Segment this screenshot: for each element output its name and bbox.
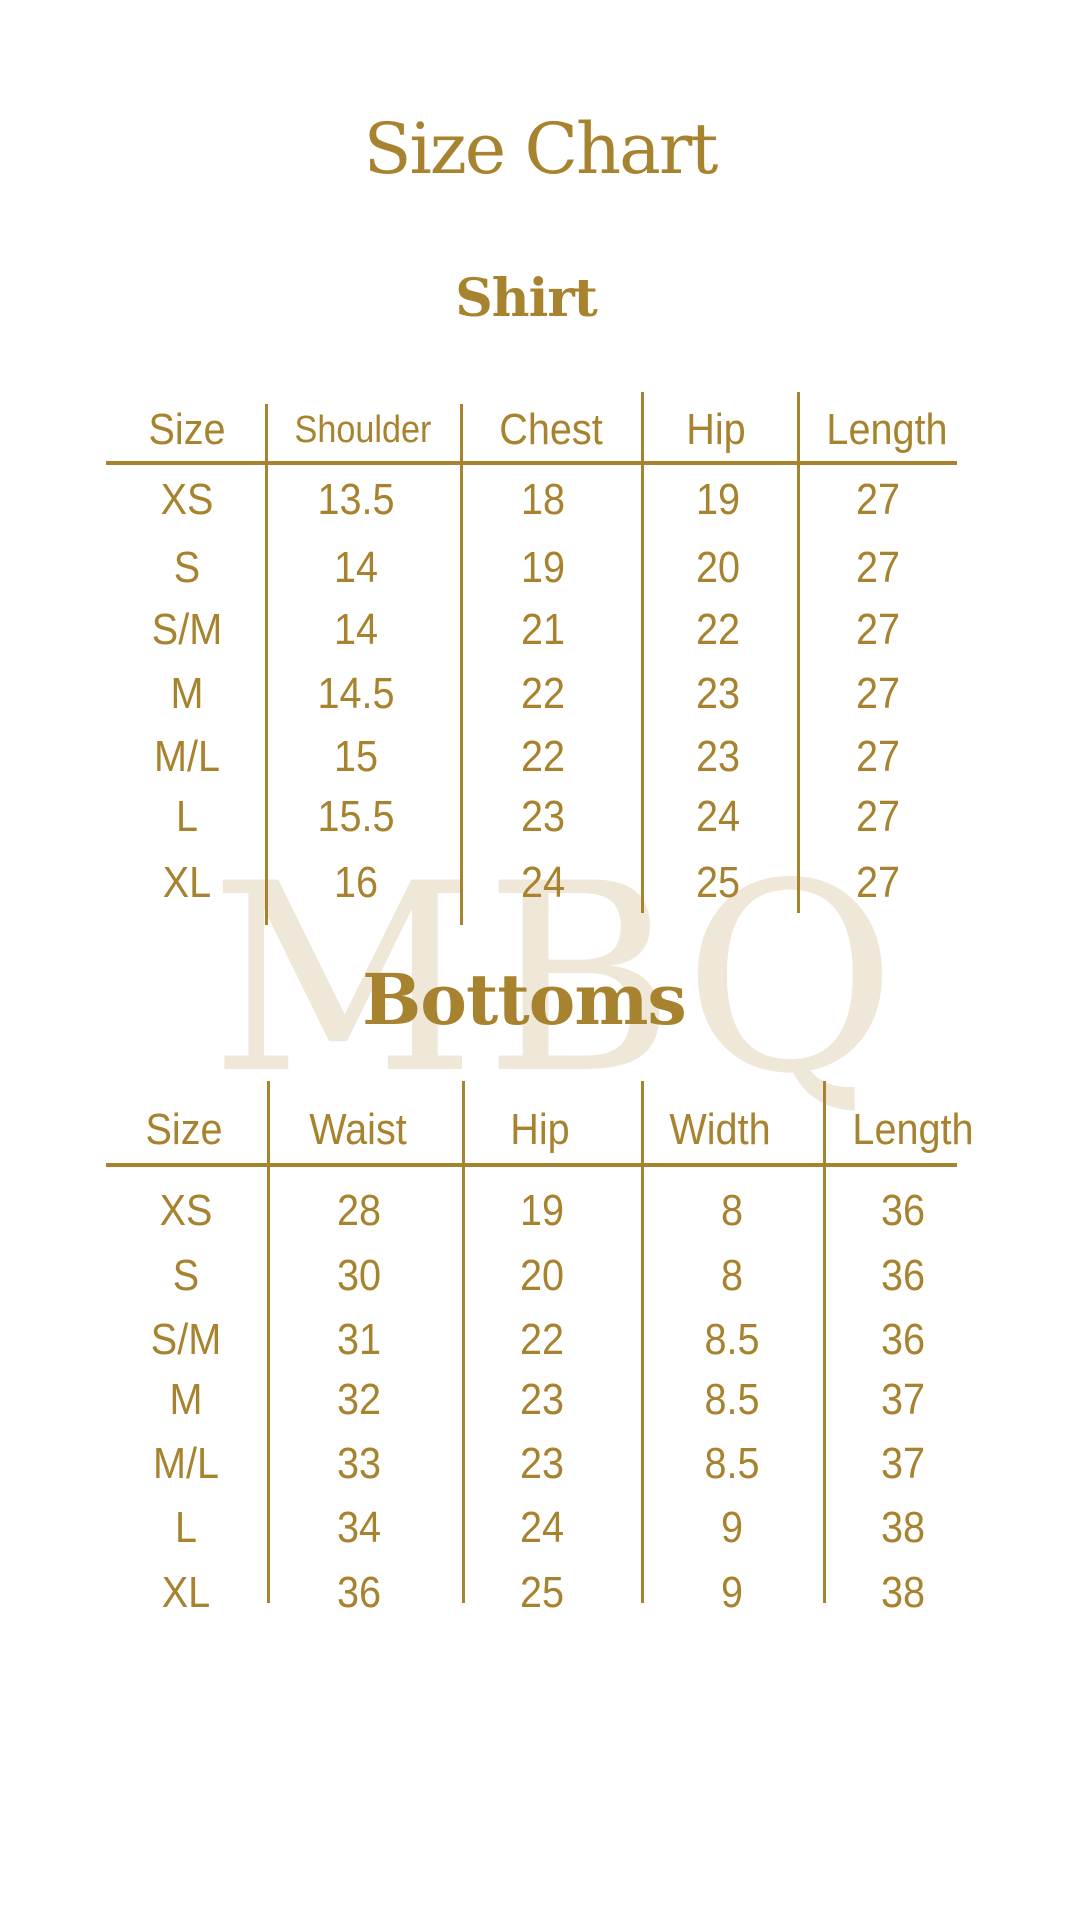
shirt-measurement-cell: 14 (333, 543, 379, 592)
shirt-column-divider (265, 404, 268, 925)
bottoms-column-divider (462, 1081, 465, 1603)
shirt-measurement-cell: 14.5 (317, 669, 395, 718)
bottoms-size-label: S/M (150, 1315, 222, 1364)
shirt-column-header: Shoulder (294, 409, 432, 451)
bottoms-measurement-cell: 36 (336, 1568, 382, 1617)
shirt-measurement-cell: 23 (520, 792, 566, 841)
bottoms-measurement-cell: 28 (336, 1186, 382, 1235)
bottoms-section-title: Bottoms (362, 958, 687, 1041)
bottoms-size-label: XL (161, 1568, 211, 1617)
shirt-column-header: Size (148, 405, 226, 454)
shirt-size-label: S/M (151, 605, 223, 654)
shirt-measurement-cell: 14 (333, 605, 379, 654)
bottoms-measurement-cell: 9 (720, 1503, 744, 1552)
watermark-logo: MBQ (210, 829, 905, 1131)
shirt-size-label: M/L (153, 732, 221, 781)
bottoms-column-divider (823, 1081, 826, 1603)
shirt-measurement-cell: 27 (855, 792, 901, 841)
shirt-section-title: Shirt (455, 268, 598, 329)
shirt-size-label: M (170, 669, 204, 718)
shirt-measurement-cell: 27 (855, 669, 901, 718)
bottoms-measurement-cell: 36 (880, 1315, 926, 1364)
bottoms-measurement-cell: 8 (720, 1251, 744, 1300)
bottoms-measurement-cell: 37 (880, 1439, 926, 1488)
shirt-measurement-cell: 25 (695, 858, 741, 907)
bottoms-size-label: S (172, 1251, 200, 1300)
bottoms-measurement-cell: 23 (519, 1439, 565, 1488)
bottoms-measurement-cell: 37 (880, 1375, 926, 1424)
shirt-measurement-cell: 13.5 (317, 475, 395, 524)
shirt-column-divider (460, 404, 463, 925)
shirt-measurement-cell: 23 (695, 732, 741, 781)
bottoms-column-header: Width (669, 1105, 771, 1154)
page-title: Size Chart (363, 108, 719, 190)
shirt-header-divider (106, 461, 957, 465)
bottoms-measurement-cell: 38 (880, 1503, 926, 1552)
shirt-measurement-cell: 27 (855, 732, 901, 781)
bottoms-measurement-cell: 8.5 (704, 1439, 760, 1488)
bottoms-measurement-cell: 31 (336, 1315, 382, 1364)
shirt-size-label: XL (162, 858, 212, 907)
shirt-measurement-cell: 20 (695, 543, 741, 592)
shirt-measurement-cell: 22 (520, 669, 566, 718)
shirt-measurement-cell: 18 (520, 475, 566, 524)
bottoms-measurement-cell: 8 (720, 1186, 744, 1235)
shirt-column-divider (641, 392, 644, 913)
bottoms-header-divider (106, 1163, 957, 1167)
shirt-size-label: S (173, 543, 201, 592)
shirt-measurement-cell: 21 (520, 605, 566, 654)
bottoms-column-header: Length (852, 1105, 974, 1154)
bottoms-column-divider (267, 1081, 270, 1603)
bottoms-column-header: Waist (309, 1105, 407, 1154)
bottoms-measurement-cell: 36 (880, 1251, 926, 1300)
shirt-measurement-cell: 22 (520, 732, 566, 781)
bottoms-column-header: Size (145, 1105, 223, 1154)
shirt-column-header: Chest (499, 405, 603, 454)
bottoms-size-label: L (174, 1503, 198, 1552)
shirt-column-header: Hip (686, 405, 746, 454)
shirt-measurement-cell: 19 (695, 475, 741, 524)
bottoms-measurement-cell: 30 (336, 1251, 382, 1300)
shirt-measurement-cell: 24 (520, 858, 566, 907)
bottoms-measurement-cell: 38 (880, 1568, 926, 1617)
shirt-measurement-cell: 16 (333, 858, 379, 907)
bottoms-measurement-cell: 32 (336, 1375, 382, 1424)
bottoms-measurement-cell: 25 (519, 1568, 565, 1617)
shirt-measurement-cell: 15 (333, 732, 379, 781)
bottoms-size-label: M/L (152, 1439, 220, 1488)
shirt-column-header: Length (826, 405, 948, 454)
bottoms-measurement-cell: 34 (336, 1503, 382, 1552)
bottoms-measurement-cell: 20 (519, 1251, 565, 1300)
bottoms-measurement-cell: 24 (519, 1503, 565, 1552)
shirt-measurement-cell: 23 (695, 669, 741, 718)
shirt-measurement-cell: 27 (855, 605, 901, 654)
shirt-measurement-cell: 19 (520, 543, 566, 592)
bottoms-measurement-cell: 19 (519, 1186, 565, 1235)
shirt-measurement-cell: 24 (695, 792, 741, 841)
shirt-measurement-cell: 27 (855, 858, 901, 907)
bottoms-measurement-cell: 8.5 (704, 1315, 760, 1364)
bottoms-size-label: XS (159, 1186, 213, 1235)
bottoms-measurement-cell: 22 (519, 1315, 565, 1364)
shirt-size-label: XS (160, 475, 214, 524)
shirt-measurement-cell: 22 (695, 605, 741, 654)
bottoms-size-label: M (169, 1375, 203, 1424)
bottoms-measurement-cell: 23 (519, 1375, 565, 1424)
shirt-measurement-cell: 27 (855, 543, 901, 592)
shirt-measurement-cell: 15.5 (317, 792, 395, 841)
bottoms-column-header: Hip (510, 1105, 570, 1154)
bottoms-measurement-cell: 33 (336, 1439, 382, 1488)
shirt-size-label: L (175, 792, 199, 841)
bottoms-measurement-cell: 8.5 (704, 1375, 760, 1424)
bottoms-column-divider (641, 1081, 644, 1603)
bottoms-measurement-cell: 36 (880, 1186, 926, 1235)
shirt-measurement-cell: 27 (855, 475, 901, 524)
shirt-column-divider (797, 392, 800, 913)
bottoms-measurement-cell: 9 (720, 1568, 744, 1617)
